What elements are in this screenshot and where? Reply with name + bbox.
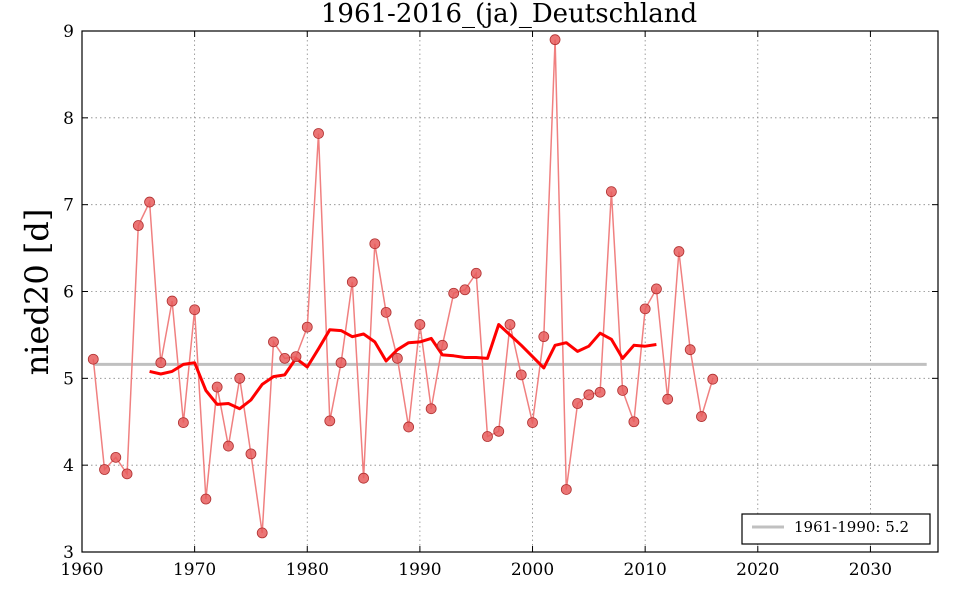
x-tick-label: 1990 [398,560,441,580]
data-point [414,319,426,330]
data-point [651,283,662,295]
data-point [504,319,516,330]
data-point [380,306,392,318]
moving-average-line [149,323,657,411]
data-point [560,484,572,495]
data-point [707,373,719,385]
x-tick-label: 1980 [286,560,329,580]
data-point [87,353,99,365]
data-point [268,336,279,348]
data-point [245,448,257,460]
data-point [605,186,617,198]
data-point [99,464,110,475]
legend: 1961-1990: 5.2 [741,513,931,545]
y-tick-label: 9 [63,22,74,42]
data-point [538,331,550,343]
data-point [403,421,415,433]
y-tick-label: 8 [63,109,74,129]
data-point [177,417,189,429]
data-point [211,381,223,393]
data-point [324,415,336,427]
legend-label-reference: 1961-1990: 5.2 [794,518,909,536]
data-point [470,267,482,279]
axis-ticks: 1960 1970 1980 1990 2000 2010 2020 2030 3 4 5 6 7 8 9 [60,22,938,580]
y-tick-label: 3 [63,543,74,563]
x-tick-label: 2020 [736,560,779,580]
data-point [132,220,144,231]
data-point [684,344,696,356]
y-tick-label: 6 [63,283,74,303]
data-point [391,352,403,364]
data-point [673,246,685,257]
x-tick-label: 2000 [511,560,554,580]
data-point [301,321,313,333]
data-point [696,411,707,422]
data-point [279,352,291,364]
data-point [346,276,358,288]
chart-title: 1961-2016_(ja)_Deutschland [321,0,697,29]
data-point [155,357,167,369]
data-point [234,372,246,384]
data-point [549,34,561,46]
data-point [189,304,201,316]
data-point [313,128,324,139]
data-point [144,196,155,208]
legend-box [741,513,931,545]
data-point [121,468,133,480]
data-point [583,389,595,401]
data-point [223,440,234,452]
data-point [369,238,381,250]
data-point [482,431,493,442]
data-point [448,287,460,299]
x-tick-label: 2030 [849,560,892,580]
data-point [628,416,640,428]
data-point [256,527,268,539]
data-point [639,303,651,315]
x-tick-label: 1970 [173,560,216,580]
y-tick-label: 5 [63,369,74,389]
x-tick-label: 2010 [624,560,667,580]
data-point [437,339,448,351]
data-point [358,472,369,484]
grid-lines [82,31,938,552]
data-point [662,393,674,405]
x-tick-label: 1960 [60,560,103,580]
y-tick-label: 7 [63,196,74,216]
data-point [594,386,606,398]
y-axis-label: nied20 [d] [18,209,56,376]
annual-series-line [92,39,714,534]
data-point [110,451,122,463]
data-point [290,351,302,363]
data-point [425,403,437,415]
data-point [200,493,212,505]
data-point [335,357,347,369]
y-tick-label: 4 [63,456,74,476]
data-point [166,295,178,307]
data-point [459,284,471,296]
data-point [617,385,629,396]
series-layer [87,34,927,539]
data-point [493,425,505,437]
data-point [515,369,527,381]
data-point [572,398,583,409]
data-point [527,417,538,429]
